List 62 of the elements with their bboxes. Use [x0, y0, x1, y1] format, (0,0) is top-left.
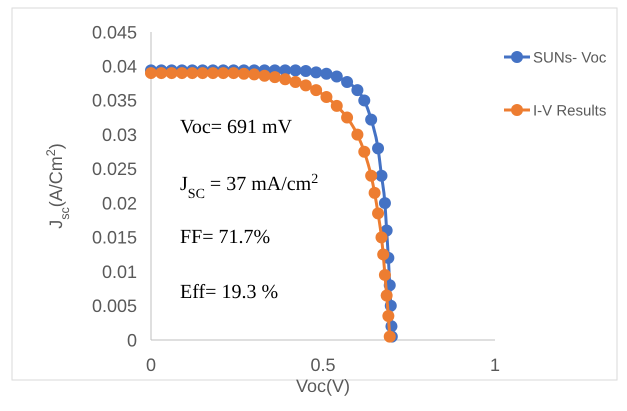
- point: [365, 170, 378, 182]
- point: [368, 186, 381, 199]
- point: [196, 67, 209, 80]
- point: [341, 76, 354, 88]
- x-tick-label: 0.5: [310, 355, 336, 375]
- point: [372, 207, 384, 220]
- y-tick-label: 0.03: [102, 124, 137, 145]
- point: [238, 68, 250, 80]
- point: [310, 84, 322, 96]
- point: [358, 94, 370, 106]
- y-tick-label: 0.02: [102, 193, 137, 214]
- point: [377, 248, 390, 260]
- point: [378, 197, 391, 210]
- point: [372, 142, 384, 154]
- point: [365, 114, 378, 126]
- point: [330, 70, 343, 82]
- annotation: FF= 71.7%: [180, 226, 270, 248]
- point: [320, 91, 332, 104]
- annotation: J$_{SC}$ = 37 mA/cm$^{2}$: [180, 172, 318, 202]
- y-tick-label: 0.025: [92, 159, 137, 180]
- y-tick-label: 0.01: [102, 262, 137, 282]
- point: [375, 170, 388, 182]
- point: [375, 231, 388, 244]
- legend-label: I-V Results: [533, 102, 606, 120]
- point: [289, 76, 302, 88]
- point: [378, 268, 391, 281]
- point: [358, 146, 370, 158]
- point: [248, 68, 260, 80]
- point: [279, 73, 292, 86]
- point: [206, 67, 219, 80]
- y-tick-label: 0.04: [102, 56, 137, 77]
- point: [351, 128, 364, 141]
- point: [268, 71, 281, 84]
- y-tick-label: 0.015: [92, 228, 137, 248]
- point: [300, 65, 312, 78]
- point: [217, 67, 230, 80]
- point: [382, 310, 394, 322]
- y-tick-label: 0: [126, 330, 137, 350]
- annotation: Eff= 19.3 %: [180, 281, 278, 303]
- point: [155, 67, 168, 80]
- x-tick-label: 0: [146, 355, 156, 375]
- point: [341, 112, 354, 124]
- point: [258, 70, 271, 82]
- point: [186, 67, 198, 80]
- point: [166, 67, 178, 80]
- point: [145, 67, 157, 80]
- point: [380, 290, 393, 302]
- x-axis-title: Voc(V): [296, 376, 350, 396]
- point: [320, 68, 332, 80]
- point: [310, 66, 322, 78]
- annotation: Voc= 691 mV: [180, 116, 293, 138]
- point: [300, 79, 312, 92]
- legend-label: SUNs- Voc: [533, 49, 607, 66]
- point: [330, 100, 343, 112]
- point: [176, 67, 188, 80]
- y-tick-label: 0.045: [92, 22, 137, 42]
- y-tick-label: 0.005: [92, 296, 137, 316]
- y-tick-label: 0.035: [92, 90, 137, 111]
- point: [351, 84, 364, 96]
- point: [289, 64, 302, 76]
- x-tick-label: 1: [490, 355, 500, 375]
- point: [228, 67, 240, 80]
